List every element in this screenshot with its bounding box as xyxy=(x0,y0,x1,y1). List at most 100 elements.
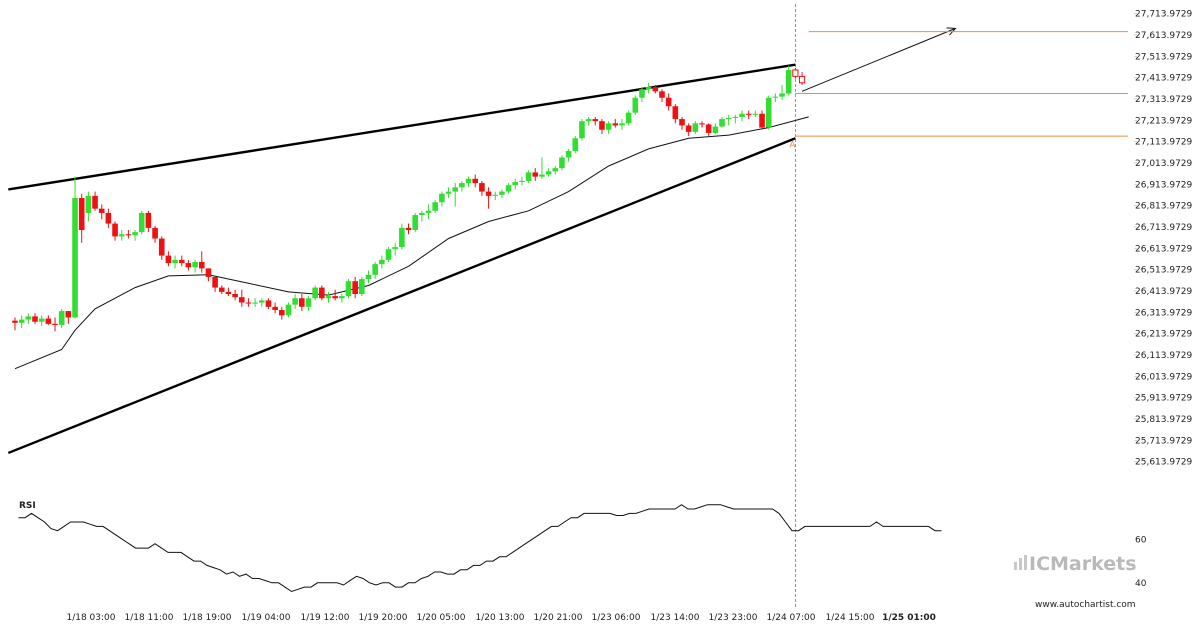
candle-body xyxy=(465,178,472,184)
candle-body xyxy=(385,249,392,260)
price-axis-tick-label: 27,613.9729 xyxy=(1135,31,1193,41)
candle-body xyxy=(752,113,759,115)
candle-body xyxy=(605,123,612,130)
candle-body xyxy=(352,281,358,294)
projection-arrow-line xyxy=(801,27,956,92)
candle-body xyxy=(505,185,512,192)
price-axis-tick-label: 27,013.9729 xyxy=(1135,159,1193,169)
candle-body xyxy=(579,121,585,139)
candle-body xyxy=(265,300,272,307)
candle-body xyxy=(759,113,765,128)
price-axis-tick-label: 26,813.9729 xyxy=(1135,202,1193,212)
candle-body xyxy=(559,157,565,169)
candle-body xyxy=(365,274,372,280)
time-axis-tick-label: 1/19 12:00 xyxy=(300,613,349,623)
rsi-panel-label: RSI xyxy=(19,501,36,511)
rsi-axis-tick-label: 40 xyxy=(1135,579,1147,589)
candle-body xyxy=(245,302,252,304)
candle-body xyxy=(585,119,592,122)
candle-body xyxy=(172,259,178,264)
moving-average-layer xyxy=(14,116,809,370)
candle-body xyxy=(198,262,205,269)
candle-body xyxy=(685,125,692,132)
icmarkets-logo-text: ICMarkets xyxy=(1029,553,1137,575)
candle-body xyxy=(779,93,785,97)
rsi-layer: RSI 60 40 xyxy=(18,501,1147,593)
candle-body xyxy=(92,195,98,209)
price-axis-tick-label: 26,913.9729 xyxy=(1135,180,1193,190)
candle-body xyxy=(279,310,285,316)
rsi-line xyxy=(18,504,942,593)
candle-body xyxy=(739,113,745,117)
time-axis-tick-label: 1/18 11:00 xyxy=(124,613,173,623)
candle-body xyxy=(425,210,432,213)
candle-body xyxy=(479,183,485,192)
candle-body xyxy=(38,318,45,322)
candle-body xyxy=(719,119,725,127)
time-axis-tick-label: 1/20 13:00 xyxy=(475,613,524,623)
candle-body xyxy=(672,106,679,120)
candle-body xyxy=(525,172,532,181)
time-axis-tick-label: 1/18 03:00 xyxy=(66,613,115,623)
pattern-point-label: A xyxy=(789,140,796,150)
candle-body xyxy=(12,320,18,323)
candle-body xyxy=(272,306,278,310)
price-axis-tick-label: 27,213.9729 xyxy=(1135,116,1193,126)
candle-body xyxy=(632,97,639,113)
candle-body xyxy=(392,247,398,250)
candle-body xyxy=(285,304,292,316)
website-label: www.autochartist.com xyxy=(1035,600,1136,610)
time-axis-tick-label: 1/23 14:00 xyxy=(650,613,699,623)
candle-body xyxy=(619,123,625,126)
candle-body xyxy=(539,174,545,177)
candle-body xyxy=(78,198,85,230)
time-axis-tick-label: 1/19 04:00 xyxy=(241,613,290,623)
price-axis-tick-label: 27,313.9729 xyxy=(1135,95,1193,105)
candle-body xyxy=(532,172,539,177)
candle-body xyxy=(552,168,559,172)
candle-body xyxy=(58,311,65,325)
time-axis-tick-label: 1/20 21:00 xyxy=(533,613,582,623)
candle-body xyxy=(125,234,132,236)
candle-body xyxy=(299,298,305,307)
price-axis-tick-label: 26,313.9729 xyxy=(1135,308,1193,318)
candle-body xyxy=(639,89,645,98)
price-axis-tick-label: 26,713.9729 xyxy=(1135,223,1193,233)
candle-body xyxy=(645,87,652,90)
candle-body xyxy=(18,319,25,323)
candle-body xyxy=(379,259,385,265)
candle-body xyxy=(725,118,732,120)
candle-body xyxy=(712,126,719,133)
candle-body xyxy=(412,215,418,230)
candle-body xyxy=(232,294,238,298)
candle-body xyxy=(659,91,665,98)
candle-body xyxy=(652,87,659,92)
candle-body xyxy=(499,191,505,195)
candle-body xyxy=(792,69,799,77)
time-axis-tick-label: 1/24 07:00 xyxy=(766,613,815,623)
candle-body xyxy=(85,195,92,213)
candle-body xyxy=(312,287,318,299)
candle-body xyxy=(252,302,258,304)
candle-body xyxy=(445,191,452,194)
price-axis-tick-label: 25,613.9729 xyxy=(1135,458,1193,468)
candle-body xyxy=(339,296,345,299)
candle-body xyxy=(165,255,172,264)
icmarkets-logo-icon xyxy=(1014,555,1027,570)
candle-body xyxy=(32,316,38,322)
time-axis-tick-label: 1/19 20:00 xyxy=(358,613,407,623)
candle-body xyxy=(772,96,779,98)
candle-body xyxy=(52,323,58,325)
price-axis-tick-label: 26,513.9729 xyxy=(1135,266,1193,276)
candle-body xyxy=(599,121,605,130)
candle-body xyxy=(439,193,445,203)
price-axis-tick-label: 26,613.9729 xyxy=(1135,244,1193,254)
candle-body xyxy=(332,296,338,299)
candle-body xyxy=(345,281,352,297)
time-axis-tick-label: 1/23 06:00 xyxy=(591,613,640,623)
candle-body xyxy=(112,223,118,237)
candle-body xyxy=(178,259,185,264)
candle-body xyxy=(292,298,298,305)
candle-body xyxy=(419,212,425,216)
candle-body xyxy=(798,75,806,84)
